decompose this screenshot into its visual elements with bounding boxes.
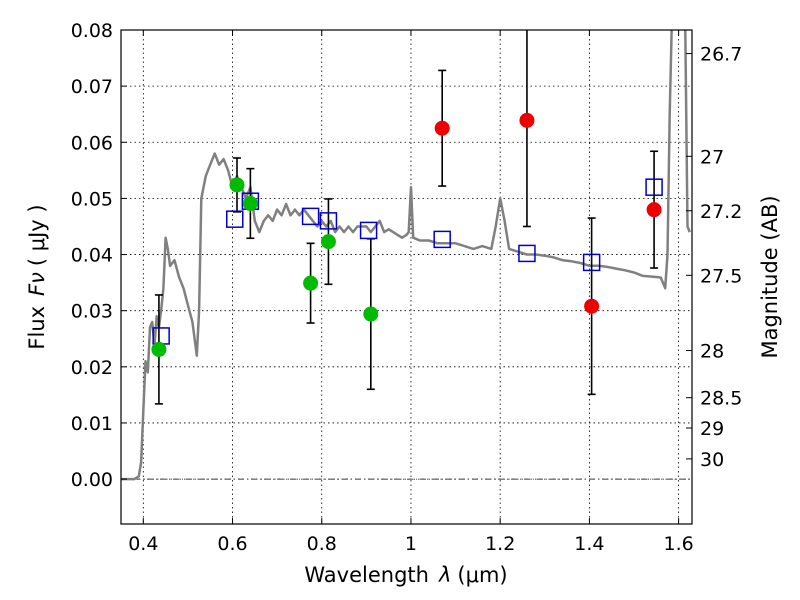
plot-background	[121, 30, 692, 524]
y-tick-label: 0.08	[71, 20, 113, 42]
y-axis-label: FluxFν( μJy )	[25, 204, 49, 349]
x-axis-label: Wavelength λ (μm)	[304, 563, 507, 587]
optical-point	[229, 177, 245, 193]
x-tick-label: 1.4	[574, 533, 604, 555]
model-point	[645, 178, 663, 196]
y-tick-label: 0.04	[71, 245, 113, 267]
x-tick-label: 1.6	[664, 533, 694, 555]
mag-tick-label: 27.5	[700, 265, 742, 287]
mag-tick-label: 30	[700, 449, 724, 471]
model-point	[301, 207, 320, 226]
optical-point	[303, 275, 319, 291]
model-sed-line	[121, 30, 691, 481]
y-tick-label: 0.01	[71, 413, 113, 435]
y-tick-label: 0.05	[71, 188, 113, 210]
model-point	[582, 253, 601, 272]
x-tick-label: 1	[405, 533, 417, 555]
nir-point	[519, 112, 535, 128]
x-tick-label: 0.6	[217, 533, 247, 555]
y-tick-label: 0.02	[71, 357, 113, 379]
optical-point	[320, 234, 336, 250]
model-point	[226, 210, 244, 228]
optical-point	[242, 195, 258, 211]
nir-point	[434, 120, 450, 136]
model-point	[359, 221, 378, 240]
axes: 0.4 0.6 0.8 1 1.2 1.4 1.6 0.00 0.01 0.02 0.03 0.04 0…	[71, 20, 743, 555]
model-point	[319, 212, 338, 230]
nir-point	[646, 202, 662, 218]
mag-tick-label: 26.7	[700, 44, 742, 66]
y-tick-label: 0.00	[71, 469, 113, 491]
y-tick-label: 0.07	[71, 76, 113, 98]
x-tick-label: 0.8	[307, 533, 337, 555]
x-tick-label: 0.4	[128, 533, 158, 555]
mag-tick-label: 27.2	[700, 201, 742, 223]
optical-point	[363, 306, 379, 322]
x-tick-label: 1.2	[485, 533, 515, 555]
mag-tick-label: 28.5	[700, 388, 742, 410]
y-tick-label: 0.03	[71, 301, 113, 323]
nir-point	[584, 298, 600, 314]
model-point	[433, 230, 451, 249]
model-point	[518, 244, 536, 263]
mag-tick-label: 27	[700, 146, 724, 168]
mag-tick-label: 28	[700, 341, 724, 363]
optical-point	[151, 341, 167, 357]
y2-axis-label: Magnitude (AB)	[758, 195, 782, 358]
plot-area	[121, 30, 691, 481]
plot-frame	[120, 29, 693, 525]
mag-tick-label: 29	[700, 418, 724, 440]
y-tick-label: 0.06	[71, 132, 113, 154]
